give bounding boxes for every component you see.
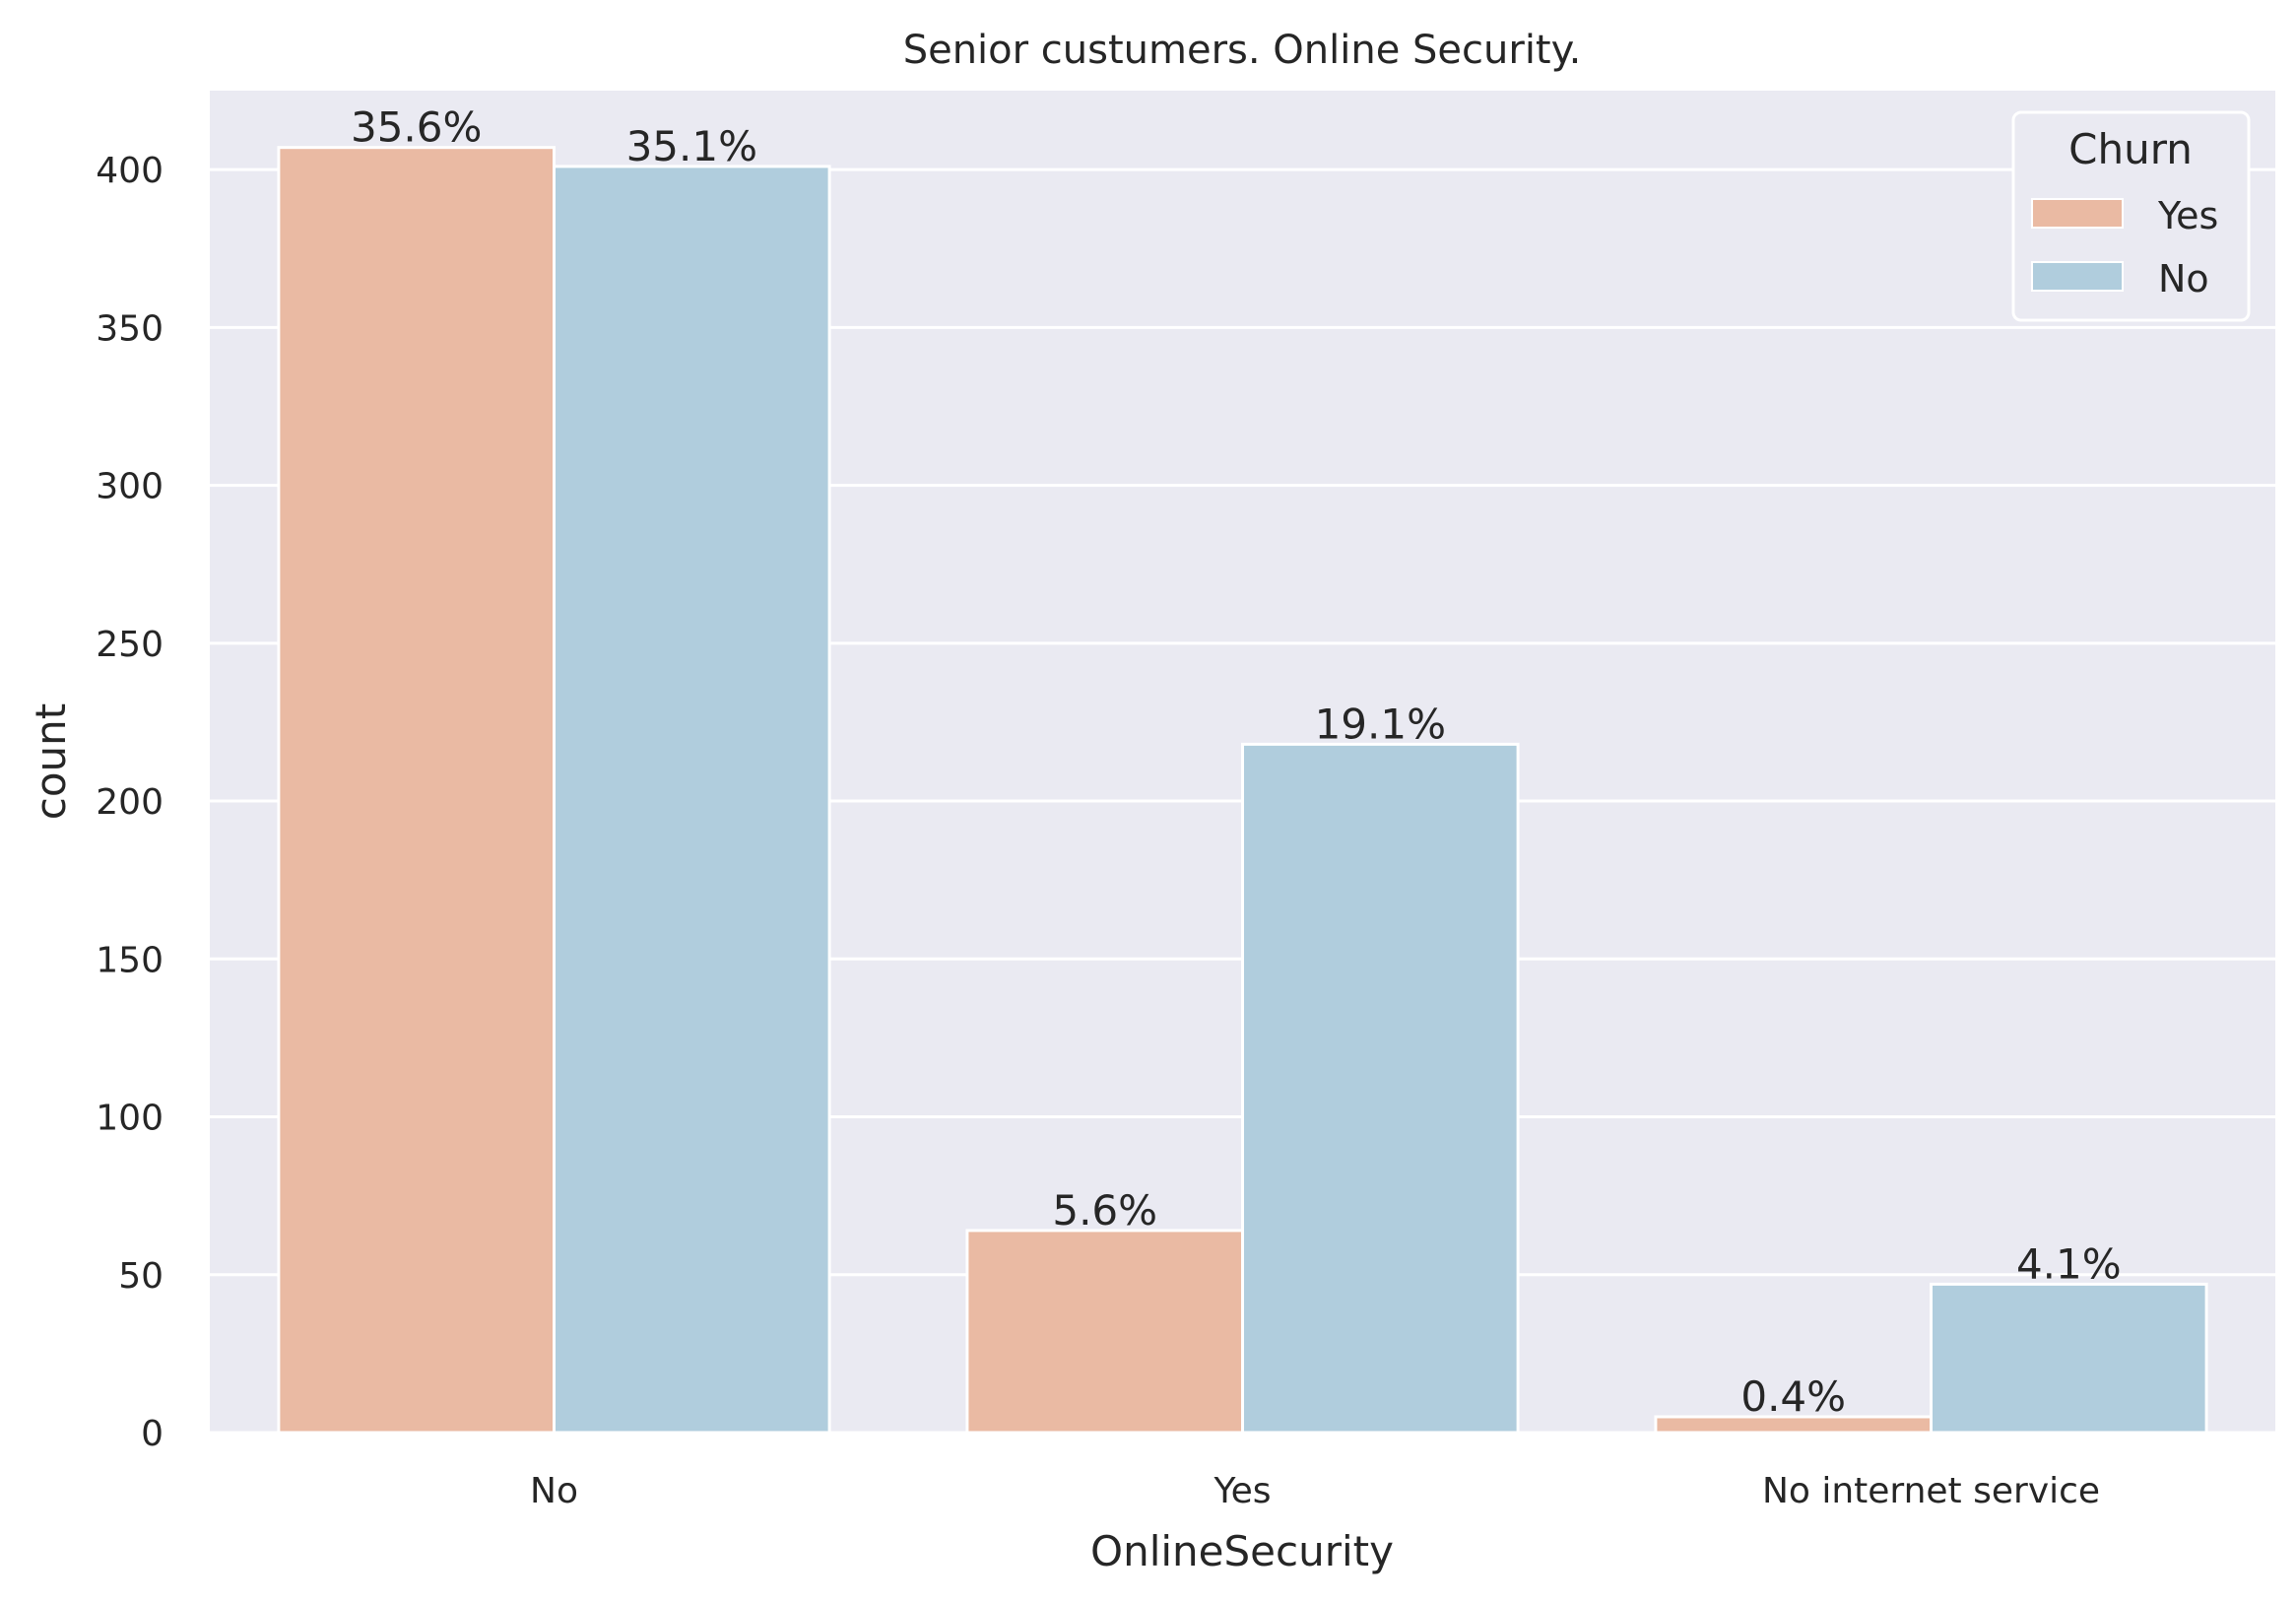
y-tick-200: 200 — [96, 782, 164, 823]
bar-label-no-churn-no: 35.1% — [626, 122, 757, 170]
y-tick-300: 300 — [96, 467, 164, 507]
x-axis-label: OnlineSecurity — [1090, 1527, 1394, 1575]
bar-label-yes-churn-yes: 5.6% — [1052, 1186, 1157, 1235]
bar-label-no-internet-service-churn-yes: 0.4% — [1740, 1372, 1846, 1421]
y-tick-350: 350 — [96, 308, 164, 349]
y-tick-250: 250 — [96, 625, 164, 665]
bar-label-no-internet-service-churn-no: 4.1% — [2016, 1239, 2122, 1288]
bar-yes-churn-no — [1241, 742, 1520, 1435]
y-tick-400: 400 — [96, 151, 164, 191]
y-tick-50: 50 — [118, 1256, 164, 1297]
chart-title: Senior custumers. Online Security. — [903, 28, 1582, 73]
bar-no-churn-no — [553, 165, 831, 1435]
bar-labels: 35.6% 35.1% 5.6% 19.1% 0.4% 4.1% — [351, 103, 2122, 1421]
bar-yes-churn-yes — [965, 1229, 1245, 1435]
legend: Churn Yes No — [2011, 110, 2251, 322]
bar-no-churn-yes — [277, 146, 556, 1435]
y-tick-100: 100 — [96, 1099, 164, 1139]
legend-label-yes: Yes — [2157, 194, 2218, 237]
x-tick-no: No — [530, 1471, 578, 1511]
bar-no-internet-service-churn-no — [1930, 1282, 2208, 1435]
y-tick-labels: 0 50 100 150 200 250 300 350 400 — [96, 151, 164, 1454]
legend-swatch-yes — [2031, 198, 2124, 229]
x-tick-no-internet-service: No internet service — [1762, 1471, 2100, 1511]
bar-label-yes-churn-no: 19.1% — [1315, 700, 1446, 748]
legend-label-no: No — [2158, 257, 2209, 301]
legend-swatch-no — [2031, 261, 2124, 292]
bar-label-no-churn-yes: 35.6% — [351, 103, 482, 152]
x-tick-yes: Yes — [1213, 1471, 1271, 1511]
x-tick-labels: No Yes No internet service — [530, 1471, 2100, 1511]
legend-title: Churn — [2068, 125, 2193, 173]
y-axis-label: count — [27, 703, 75, 821]
y-tick-150: 150 — [96, 940, 164, 980]
y-tick-0: 0 — [141, 1414, 164, 1454]
bars — [277, 146, 2208, 1435]
